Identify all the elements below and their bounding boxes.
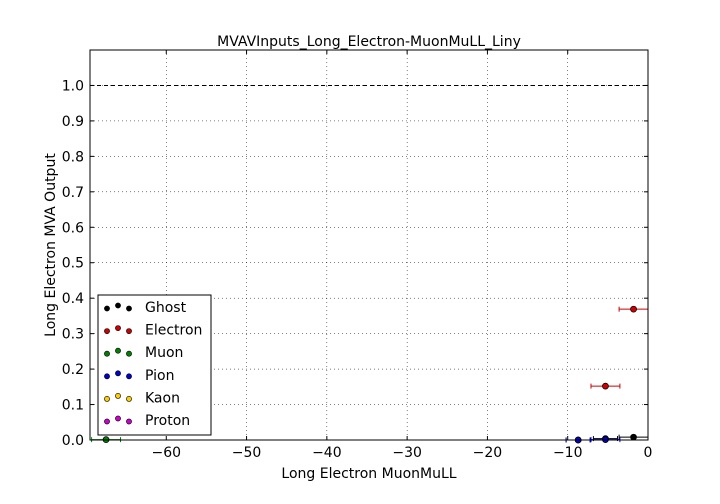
x-tick-label: −10 <box>553 445 583 461</box>
y-tick-label: 0.4 <box>62 291 84 307</box>
legend-marker-ghost <box>115 302 121 309</box>
legend-marker-pion <box>126 373 132 380</box>
legend-marker-kaon <box>126 395 132 402</box>
legend-marker-pion <box>115 370 121 377</box>
x-tick-label: −50 <box>232 445 262 461</box>
x-tick-label: −40 <box>312 445 342 461</box>
x-tick-label: −60 <box>151 445 181 461</box>
legend-label-proton: Proton <box>145 413 190 429</box>
ghost-data-point <box>630 433 637 441</box>
legend-marker-proton <box>115 415 121 422</box>
plot-area-frame <box>89 49 649 441</box>
x-axis-label: Long Electron MuonMuLL <box>281 466 456 482</box>
legend-marker-electron <box>126 328 132 334</box>
y-tick-label: 0.1 <box>62 398 84 414</box>
chart-title: MVAVInputs_Long_Electron-MuonMuLL_Liny <box>217 34 521 50</box>
axis-ticks: −60 −50 −40 −30 −20 −10 0 0.0 0.1 0.2 0.3 0.4 0.5 0.6… <box>62 50 653 461</box>
y-tick-label: 0.5 <box>62 256 84 272</box>
y-tick-label: 0.2 <box>62 362 84 378</box>
legend-marker-muon <box>115 347 121 354</box>
y-tick-label: 0.7 <box>62 185 84 201</box>
y-tick-label: 0.6 <box>62 220 84 236</box>
legend-label-muon: Muon <box>145 345 183 361</box>
electron-data-point <box>602 382 609 390</box>
legend: Ghost Electron Muon Pion Kaon Proton <box>97 294 212 436</box>
legend-marker-proton <box>126 418 132 425</box>
legend-label-kaon: Kaon <box>145 390 180 406</box>
legend-label-pion: Pion <box>145 368 174 384</box>
y-axis-label: Long Electron MVA Output <box>43 153 59 337</box>
legend-marker-kaon <box>104 395 110 402</box>
legend-marker-muon <box>126 350 132 357</box>
y-tick-label: 0.9 <box>62 114 84 130</box>
y-tick-label: 1.0 <box>62 78 84 94</box>
x-tick-label: 0 <box>644 445 653 461</box>
legend-box <box>97 294 212 436</box>
y-tick-label: 0.3 <box>62 327 84 343</box>
legend-marker-pion <box>104 373 110 380</box>
x-tick-label: −30 <box>392 445 422 461</box>
legend-marker-electron <box>104 328 110 334</box>
legend-marker-proton <box>104 418 110 425</box>
y-tick-label: 0.0 <box>62 433 84 449</box>
y-tick-label: 0.8 <box>62 149 84 165</box>
legend-marker-kaon <box>115 392 121 399</box>
legend-label-ghost: Ghost <box>145 300 187 316</box>
legend-marker-ghost <box>126 305 132 312</box>
legend-label-electron: Electron <box>145 323 202 339</box>
electron-data-point <box>630 305 637 313</box>
legend-marker-electron <box>115 325 121 331</box>
legend-marker-ghost <box>104 305 110 312</box>
legend-marker-muon <box>104 350 110 357</box>
x-tick-label: −20 <box>473 445 503 461</box>
